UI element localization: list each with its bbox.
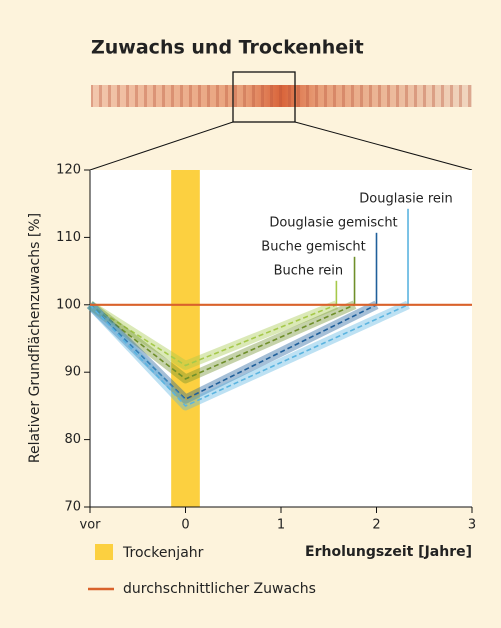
- series-label: Buche gemischt: [261, 239, 365, 254]
- legend-label: durchschnittlicher Zuwachs: [123, 581, 316, 597]
- y-tick-label: 70: [64, 500, 81, 515]
- y-tick-label: 100: [56, 297, 81, 312]
- y-tick-label: 80: [64, 432, 81, 447]
- x-tick-label: 3: [468, 518, 476, 533]
- series-label: Douglasie gemischt: [269, 215, 397, 230]
- page: Zuwachs und Trockenheit Relativer Grundf…: [0, 0, 501, 628]
- y-tick-label: 110: [56, 230, 81, 245]
- legend-swatch: [95, 544, 113, 560]
- tree-ring-texture: [91, 85, 472, 107]
- x-tick-label: 1: [277, 518, 285, 533]
- x-tick-label: 0: [181, 518, 189, 533]
- y-axis-label: Relativer Grundflächenzuwachs [%]: [27, 213, 43, 463]
- chart-title: Zuwachs und Trockenheit: [91, 37, 364, 59]
- y-tick-label: 90: [64, 365, 81, 380]
- y-tick-label: 120: [56, 163, 81, 178]
- x-axis-label: Erholungszeit [Jahre]: [305, 544, 472, 560]
- x-tick-label: vor: [80, 518, 102, 533]
- x-tick-label: 2: [372, 518, 380, 533]
- legend-label: Trockenjahr: [122, 545, 204, 561]
- series-label: Douglasie rein: [359, 191, 452, 206]
- series-label: Buche rein: [274, 263, 344, 278]
- chart: Zuwachs und Trockenheit Relativer Grundf…: [0, 0, 501, 628]
- drought-bar: [171, 170, 200, 507]
